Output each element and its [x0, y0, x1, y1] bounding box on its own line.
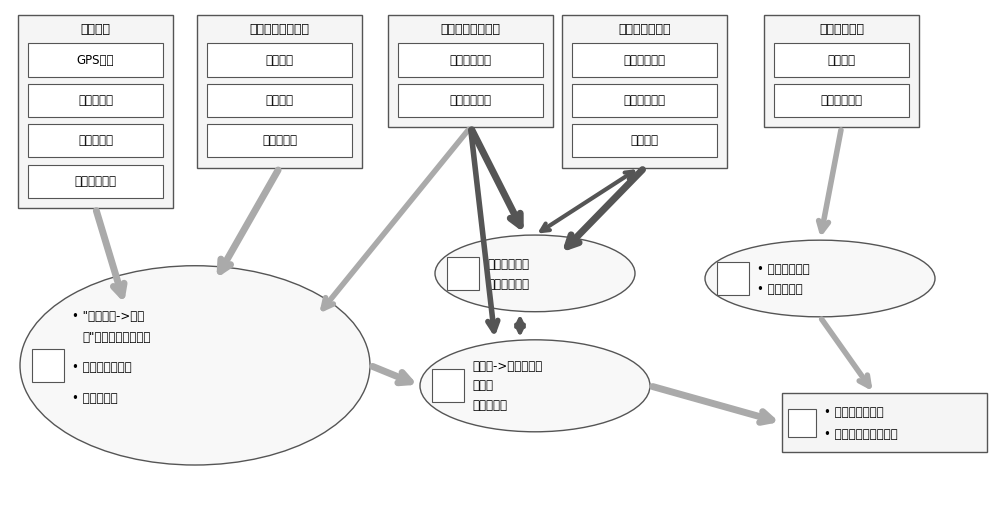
Text: • 行驶总时长最短路径: • 行驶总时长最短路径	[824, 428, 898, 441]
Text: 道路拥塞预测: 道路拥塞预测	[450, 94, 492, 107]
Text: • 到达充电站时刻: • 到达充电站时刻	[72, 361, 132, 375]
Text: GPS定位: GPS定位	[77, 54, 114, 66]
Bar	[572, 84, 717, 117]
Text: 目的地信息: 目的地信息	[78, 94, 113, 107]
Bar	[572, 43, 717, 77]
Text: 电力交易系统: 电力交易系统	[819, 22, 864, 36]
Bar	[432, 369, 464, 403]
Ellipse shape	[420, 340, 650, 432]
Text: 充电站->目的地时间: 充电站->目的地时间	[472, 360, 542, 373]
Text: 2: 2	[459, 267, 467, 280]
Ellipse shape	[20, 266, 370, 465]
Bar	[398, 43, 543, 77]
Text: 充电等待情况: 充电等待情况	[624, 54, 666, 66]
Text: 4: 4	[444, 379, 452, 392]
Text: 5: 5	[798, 416, 806, 429]
Text: 1: 1	[44, 359, 52, 372]
Text: • "目前位置->充电: • "目前位置->充电	[72, 310, 144, 323]
Bar	[18, 15, 173, 208]
Bar	[572, 124, 717, 157]
Text: 导航系统: 导航系统	[80, 22, 110, 36]
Text: 节点电价: 节点电价	[828, 54, 856, 66]
Bar	[28, 43, 163, 77]
Bar	[562, 15, 727, 168]
Bar	[207, 124, 352, 157]
Ellipse shape	[705, 240, 935, 317]
Text: 节点电价预测: 节点电价预测	[820, 94, 862, 107]
Text: 交通流量管理系统: 交通流量管理系统	[441, 22, 501, 36]
Bar	[717, 262, 749, 295]
Text: 充电预约: 充电预约	[631, 134, 659, 147]
Text: 站"拥塞加权最短路径: 站"拥塞加权最短路径	[82, 331, 150, 344]
Bar	[207, 84, 352, 117]
Bar	[764, 15, 919, 127]
Bar	[788, 409, 816, 437]
Text: 充电完成时间: 充电完成时间	[487, 278, 529, 291]
Text: 充电站位置: 充电站位置	[78, 134, 113, 147]
Text: 路程总时间: 路程总时间	[472, 399, 507, 412]
Bar	[398, 84, 543, 117]
Bar	[388, 15, 553, 127]
Text: 剩余里程: 剩余里程	[266, 94, 294, 107]
Text: 3: 3	[729, 272, 737, 285]
Bar	[32, 349, 64, 382]
Bar	[782, 393, 987, 452]
Bar	[447, 257, 479, 290]
Text: • 充电总费用: • 充电总费用	[757, 283, 803, 296]
Text: • 预计耗电量: • 预计耗电量	[72, 392, 118, 405]
Bar	[774, 84, 909, 117]
Text: 可选路径信息: 可选路径信息	[74, 175, 116, 188]
Text: 道路拥塞情况: 道路拥塞情况	[450, 54, 492, 66]
Bar	[774, 43, 909, 77]
Bar	[197, 15, 362, 168]
Bar	[28, 124, 163, 157]
Bar	[28, 165, 163, 198]
Bar	[207, 43, 352, 77]
Text: 充电站管理系统: 充电站管理系统	[618, 22, 671, 36]
Text: 充电时间预测: 充电时间预测	[624, 94, 666, 107]
Text: 剩余电量: 剩余电量	[266, 54, 294, 66]
Text: • 总费用最小路径: • 总费用最小路径	[824, 406, 884, 420]
Bar	[28, 84, 163, 117]
Text: 和路程: 和路程	[472, 379, 493, 392]
Text: 电动汽车管理系统: 电动汽车管理系统	[250, 22, 310, 36]
Text: 预计充电时刻: 预计充电时刻	[487, 258, 529, 271]
Text: • 预计节点电价: • 预计节点电价	[757, 263, 810, 276]
Ellipse shape	[435, 235, 635, 312]
Text: 百公里电耗: 百公里电耗	[262, 134, 297, 147]
